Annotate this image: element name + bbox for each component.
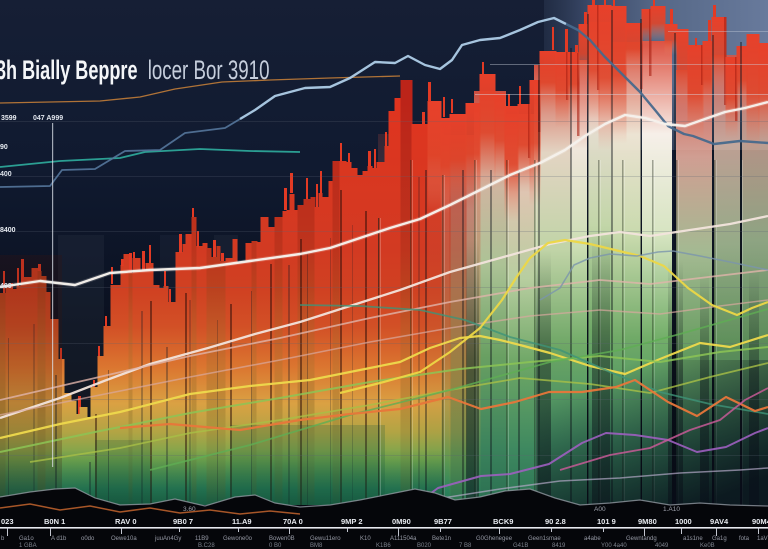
- svg-text:A00: A00: [594, 506, 606, 513]
- svg-text:B020: B020: [417, 543, 432, 549]
- svg-text:a1s1ne: a1s1ne: [683, 536, 703, 542]
- svg-text:90: 90: [0, 144, 8, 151]
- svg-text:9B0 7: 9B0 7: [173, 517, 193, 526]
- svg-text:B.C28: B.C28: [198, 543, 215, 549]
- svg-text:Oewe10a: Oewe10a: [111, 536, 137, 542]
- svg-text:Bowen0B: Bowen0B: [269, 536, 295, 542]
- svg-text:400: 400: [0, 283, 12, 290]
- svg-text:Ga1g: Ga1g: [712, 536, 727, 542]
- svg-text:BCK9: BCK9: [493, 517, 513, 526]
- svg-text:1 GBA: 1 GBA: [19, 543, 37, 549]
- svg-text:90M4: 90M4: [752, 517, 768, 526]
- svg-text:9MP 2: 9MP 2: [341, 517, 363, 526]
- svg-text:90 2.8: 90 2.8: [545, 517, 566, 526]
- svg-text:b: b: [1, 536, 5, 542]
- svg-text:0 B0: 0 B0: [269, 543, 282, 549]
- svg-text:B0N 1: B0N 1: [44, 517, 65, 526]
- svg-text:G0Ghenegee: G0Ghenegee: [476, 536, 513, 542]
- svg-text:Ga1o: Ga1o: [19, 536, 34, 542]
- svg-text:Gewone0o: Gewone0o: [223, 536, 253, 542]
- svg-text:4049: 4049: [655, 543, 669, 549]
- svg-text:K1B6: K1B6: [376, 543, 391, 549]
- svg-text:101 9: 101 9: [597, 517, 616, 526]
- svg-text:Bete1n: Bete1n: [432, 536, 451, 542]
- svg-text:A d1b: A d1b: [51, 536, 67, 542]
- svg-text:juuAn4Gy: juuAn4Gy: [154, 536, 181, 542]
- svg-text:3599: 3599: [1, 115, 17, 122]
- svg-text:3.60: 3.60: [183, 506, 196, 513]
- svg-text:Ke0B: Ke0B: [700, 543, 715, 549]
- svg-text:a4abe: a4abe: [584, 536, 601, 542]
- svg-text:047 A999: 047 A999: [33, 115, 63, 122]
- svg-text:1.A10: 1.A10: [663, 506, 680, 513]
- svg-text:Gewu11ero: Gewu11ero: [310, 536, 341, 542]
- svg-text:o0do: o0do: [81, 536, 95, 542]
- svg-text:9AV4: 9AV4: [710, 517, 729, 526]
- svg-text:RAV 0: RAV 0: [115, 517, 137, 526]
- svg-text:G41B: G41B: [513, 543, 528, 549]
- svg-text:A111504a: A111504a: [390, 536, 417, 542]
- svg-text:K10: K10: [360, 536, 371, 542]
- svg-text:BM8: BM8: [310, 543, 323, 549]
- svg-text:8400: 8400: [0, 227, 16, 234]
- svg-text:400: 400: [0, 171, 12, 178]
- svg-text:11.A9: 11.A9: [232, 517, 252, 526]
- svg-text:8419: 8419: [552, 543, 566, 549]
- svg-text:Gewntandg: Gewntandg: [626, 536, 657, 542]
- svg-text:fota: fota: [739, 536, 750, 542]
- svg-text:Y00 4a40: Y00 4a40: [601, 543, 627, 549]
- svg-text:3h Bially Beppre: 3h Bially Beppre: [0, 55, 138, 85]
- svg-text:11B9: 11B9: [195, 536, 209, 542]
- svg-text:Geen1smae: Geen1smae: [528, 536, 561, 542]
- svg-text:1aV: 1aV: [757, 536, 768, 542]
- svg-text:9M80: 9M80: [638, 517, 657, 526]
- svg-text:9B77: 9B77: [434, 517, 452, 526]
- svg-text:0M90: 0M90: [392, 517, 411, 526]
- svg-text:1000: 1000: [675, 517, 692, 526]
- svg-text:7 B8: 7 B8: [459, 543, 472, 549]
- svg-text:023: 023: [1, 517, 14, 526]
- svg-text:locer Bor 3910: locer Bor 3910: [148, 55, 270, 85]
- svg-text:70A 0: 70A 0: [283, 517, 303, 526]
